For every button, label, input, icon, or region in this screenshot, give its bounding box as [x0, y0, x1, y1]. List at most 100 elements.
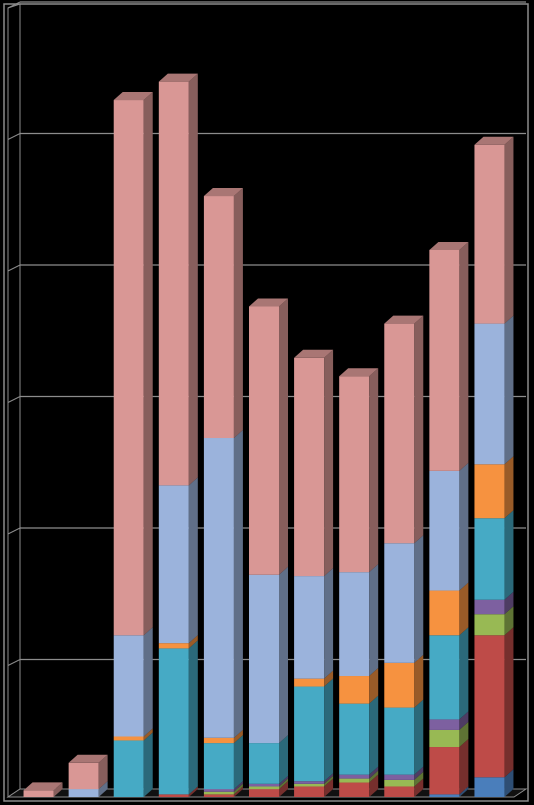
bar-segment-side	[414, 766, 424, 780]
bar-segment	[429, 719, 460, 730]
bar-top	[113, 92, 153, 101]
bar-segment	[339, 676, 370, 704]
bar-segment	[113, 635, 144, 737]
bar-segment	[68, 762, 99, 790]
bar-segment	[113, 736, 144, 741]
bar-segment	[249, 574, 279, 744]
bar-segment-side	[188, 640, 198, 795]
bar-segment-side	[233, 735, 243, 790]
bar-segment	[113, 100, 144, 636]
bar-segment-side	[324, 778, 334, 797]
bar-segment	[158, 485, 189, 644]
bar-segment-side	[459, 711, 469, 730]
bar-segment	[203, 743, 234, 790]
bar-segment-side	[143, 732, 153, 797]
bar-segment-side	[459, 739, 469, 795]
bar-segment-side	[459, 786, 469, 797]
bar-segment	[339, 782, 370, 797]
bar-segment	[384, 707, 415, 775]
bar-segment	[384, 543, 415, 663]
bar-top	[294, 349, 334, 358]
bar-segment	[474, 635, 505, 778]
bar-segment-side	[188, 477, 198, 644]
bar-top	[158, 73, 198, 82]
bar-stack	[203, 188, 243, 797]
bar-segment	[384, 779, 415, 787]
bar-segment	[474, 323, 505, 465]
bar-segment	[339, 376, 370, 573]
bar-segment	[339, 703, 370, 775]
bar-segment	[474, 614, 505, 636]
bar-segment	[203, 791, 234, 795]
bar-segment	[203, 794, 234, 797]
bar-segment-side	[504, 769, 514, 797]
bar-segment	[249, 786, 279, 790]
bar-segment-side	[414, 699, 424, 775]
bar-segment	[158, 794, 189, 797]
bar-segment	[158, 643, 189, 649]
bar-segment-side	[143, 627, 153, 737]
bar-segment	[429, 635, 460, 720]
bar-top	[384, 315, 424, 324]
bar-segment-side	[279, 298, 288, 575]
bar-segment-side	[459, 462, 469, 591]
bar-segment	[294, 686, 325, 782]
bar-top	[23, 782, 63, 791]
bar-segment-side	[279, 781, 288, 797]
gridline-depth	[7, 659, 21, 666]
bar-segment	[294, 786, 325, 797]
bar-top	[203, 188, 243, 197]
bar-segment-side	[459, 627, 469, 720]
bar-segment-side	[504, 456, 514, 519]
bars	[23, 73, 514, 797]
bar-segment-side	[369, 668, 379, 704]
bar-segment-side	[279, 566, 288, 744]
bar-segment-side	[369, 564, 379, 677]
bar-segment-side	[324, 775, 334, 787]
bar-segment	[429, 249, 460, 471]
bar-top	[68, 754, 108, 763]
bar-segment-side	[459, 721, 469, 748]
gridline-depth	[7, 396, 21, 403]
bar-segment	[474, 777, 505, 797]
bar-segment-side	[143, 728, 153, 741]
gridline-depth	[7, 527, 21, 535]
bar-segment-side	[279, 778, 288, 790]
bar-segment-side	[504, 510, 514, 600]
bar-segment-side	[414, 771, 424, 787]
bar-stack	[429, 241, 469, 797]
bar-stack	[249, 298, 288, 797]
bar-segment	[384, 774, 415, 780]
bar-segment-side	[414, 535, 424, 663]
bar-segment	[68, 789, 99, 797]
bar-segment	[249, 306, 279, 575]
bar-segment	[429, 470, 460, 591]
bar-segment	[384, 323, 415, 544]
bar-segment-side	[369, 368, 379, 573]
bar-segment-side	[504, 627, 514, 778]
bar-segment-side	[98, 781, 108, 797]
bar-segment-side	[369, 695, 379, 775]
bar-segment-side	[414, 315, 424, 544]
bar-segment	[158, 648, 189, 795]
bar-stack	[113, 92, 153, 797]
bar-segment	[429, 794, 460, 797]
bar-segment-side	[369, 766, 379, 779]
bar-stack	[294, 349, 334, 797]
bar-segment-side	[324, 670, 334, 687]
bar-top	[474, 136, 514, 145]
bar-segment-side	[414, 778, 424, 797]
gridline-depth	[7, 133, 21, 140]
bar-segment	[203, 789, 234, 792]
bar-segment-side	[188, 635, 198, 649]
bar-segment	[249, 783, 279, 787]
bar-segment	[294, 357, 325, 577]
bar-segment	[158, 81, 189, 486]
bar-segment	[294, 781, 325, 784]
bar-segment-side	[188, 786, 198, 797]
bar-stack	[23, 782, 63, 797]
bar-stack	[339, 368, 379, 797]
gridline-depth	[7, 1, 21, 9]
bar-segment-side	[459, 241, 469, 471]
